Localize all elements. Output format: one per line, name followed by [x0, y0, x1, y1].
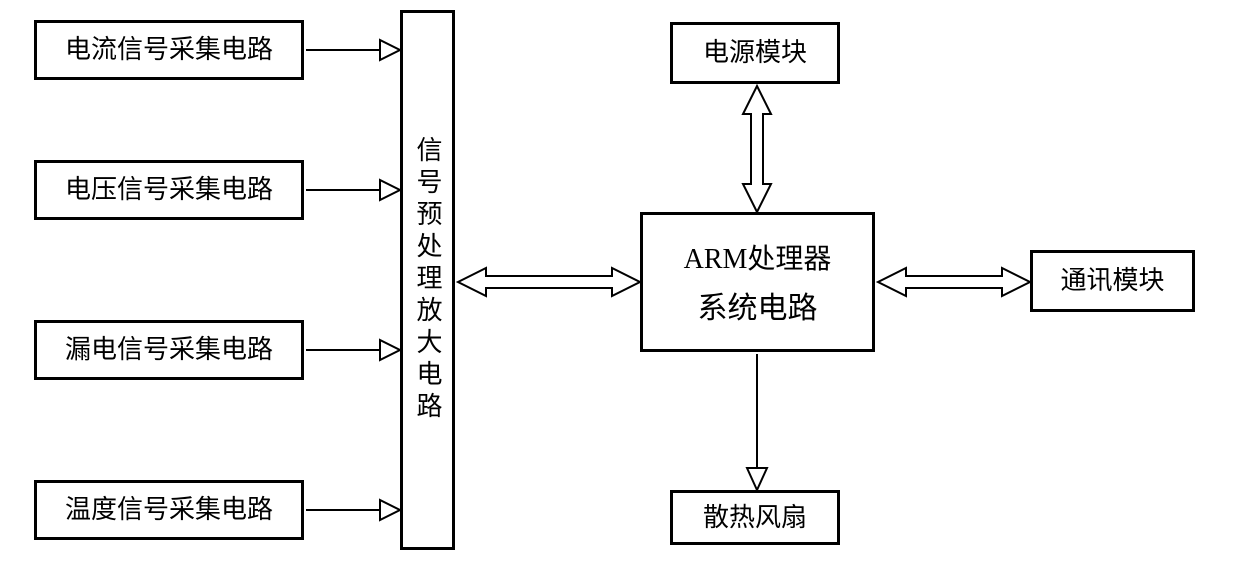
arrow-preproc-arm — [458, 268, 640, 296]
arrow-leakage-to-preproc — [306, 340, 400, 360]
diagram-arrows — [0, 0, 1239, 572]
arrow-current-to-preproc — [306, 40, 400, 60]
arrow-arm-power — [743, 86, 771, 212]
arrow-voltage-to-preproc — [306, 180, 400, 200]
arrow-temp-to-preproc — [306, 500, 400, 520]
arrow-arm-fan — [747, 354, 767, 490]
arrow-arm-comm — [878, 268, 1030, 296]
